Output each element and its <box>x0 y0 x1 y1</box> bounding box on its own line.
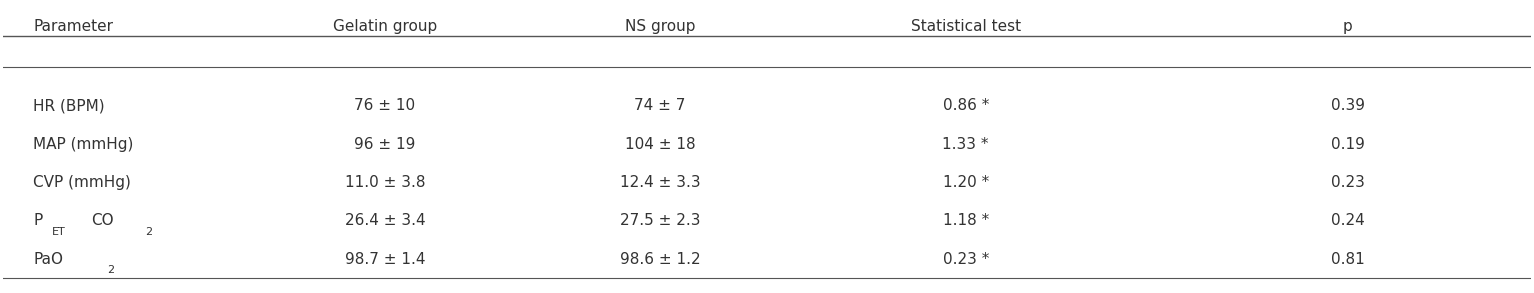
Text: 98.7 ± 1.4: 98.7 ± 1.4 <box>345 252 425 267</box>
Text: HR (BPM): HR (BPM) <box>34 98 104 113</box>
Text: MAP (mmHg): MAP (mmHg) <box>34 137 133 151</box>
Text: 1.20 *: 1.20 * <box>942 175 989 190</box>
Text: p: p <box>1342 19 1353 34</box>
Text: 26.4 ± 3.4: 26.4 ± 3.4 <box>345 213 425 228</box>
Text: 1.18 *: 1.18 * <box>942 213 989 228</box>
Text: Statistical test: Statistical test <box>911 19 1020 34</box>
Text: NS group: NS group <box>624 19 695 34</box>
Text: CO: CO <box>92 213 114 228</box>
Text: 96 ± 19: 96 ± 19 <box>354 137 416 151</box>
Text: 76 ± 10: 76 ± 10 <box>354 98 416 113</box>
Text: 12.4 ± 3.3: 12.4 ± 3.3 <box>620 175 701 190</box>
Text: 2: 2 <box>144 226 152 236</box>
Text: CVP (mmHg): CVP (mmHg) <box>34 175 132 190</box>
Text: 11.0 ± 3.8: 11.0 ± 3.8 <box>345 175 425 190</box>
Text: 2: 2 <box>107 265 114 275</box>
Text: 1.33 *: 1.33 * <box>942 137 989 151</box>
Text: 0.24: 0.24 <box>1332 213 1365 228</box>
Text: 74 ± 7: 74 ± 7 <box>635 98 686 113</box>
Text: 0.86 *: 0.86 * <box>942 98 989 113</box>
Text: 104 ± 18: 104 ± 18 <box>624 137 695 151</box>
Text: P: P <box>34 213 43 228</box>
Text: 98.6 ± 1.2: 98.6 ± 1.2 <box>620 252 701 267</box>
Text: PaO: PaO <box>34 252 63 267</box>
Text: 0.39: 0.39 <box>1332 98 1365 113</box>
Text: ET: ET <box>52 226 66 236</box>
Text: 27.5 ± 2.3: 27.5 ± 2.3 <box>620 213 700 228</box>
Text: 0.23 *: 0.23 * <box>942 252 989 267</box>
Text: 0.19: 0.19 <box>1332 137 1365 151</box>
Text: Parameter: Parameter <box>34 19 114 34</box>
Text: 0.81: 0.81 <box>1332 252 1365 267</box>
Text: 0.23: 0.23 <box>1332 175 1365 190</box>
Text: Gelatin group: Gelatin group <box>333 19 437 34</box>
